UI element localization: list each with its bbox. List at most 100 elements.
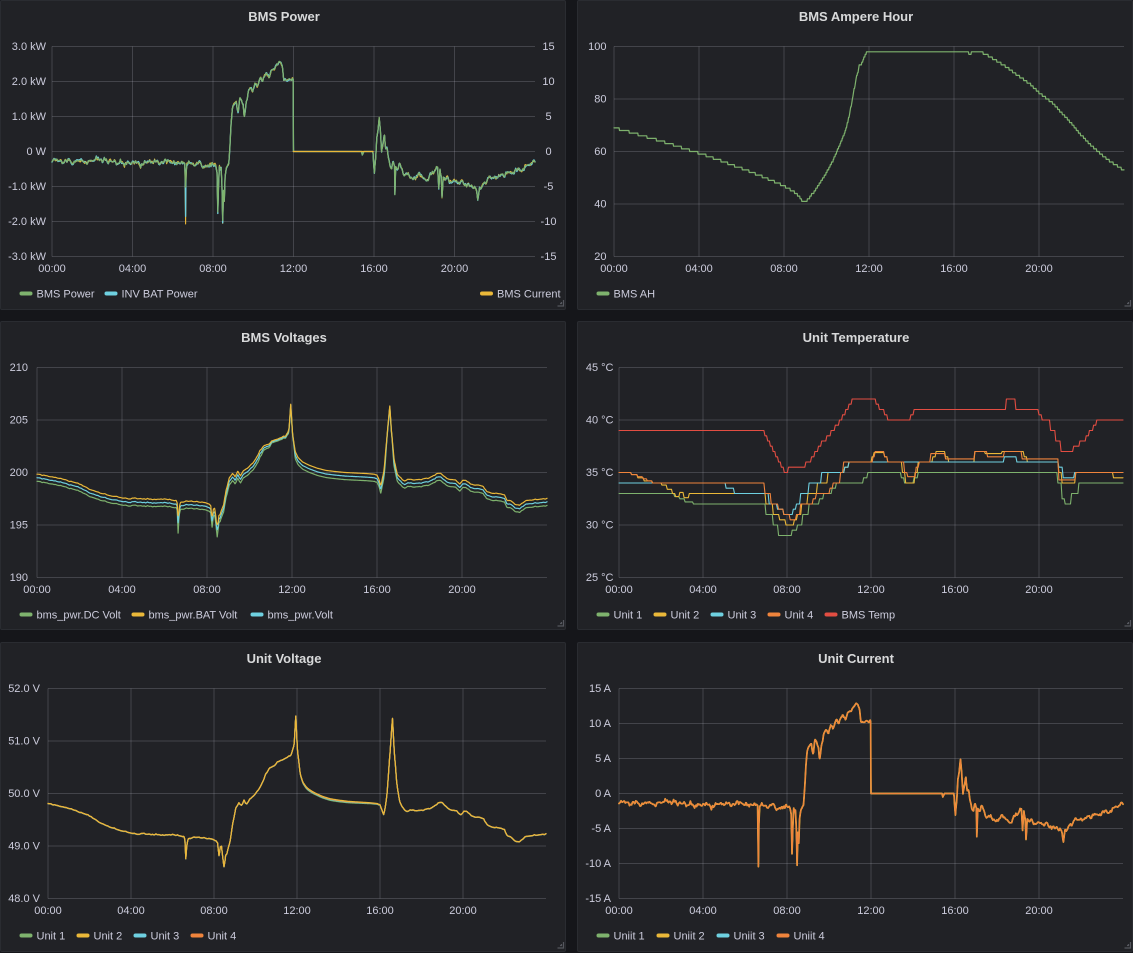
svg-text:25 °C: 25 °C xyxy=(586,572,614,584)
svg-text:bms_pwr.DC Volt: bms_pwr.DC Volt xyxy=(37,610,121,622)
svg-text:49.0 V: 49.0 V xyxy=(8,841,40,853)
svg-text:04:00: 04:00 xyxy=(689,584,717,596)
svg-text:08:00: 08:00 xyxy=(770,263,798,275)
svg-text:15 A: 15 A xyxy=(589,683,612,695)
svg-text:60: 60 xyxy=(594,146,606,158)
svg-text:20:00: 20:00 xyxy=(1025,905,1053,917)
svg-text:20:00: 20:00 xyxy=(1025,263,1053,275)
svg-text:40 °C: 40 °C xyxy=(586,415,614,427)
svg-text:12:00: 12:00 xyxy=(280,263,308,275)
svg-text:00:00: 00:00 xyxy=(38,263,66,275)
svg-text:5: 5 xyxy=(545,111,551,123)
svg-text:16:00: 16:00 xyxy=(940,263,968,275)
svg-text:Unit 1: Unit 1 xyxy=(614,610,643,622)
svg-text:Unit 2: Unit 2 xyxy=(94,931,123,943)
svg-text:10 A: 10 A xyxy=(589,718,612,730)
svg-text:80: 80 xyxy=(594,94,606,106)
svg-text:Uniit 3: Uniit 3 xyxy=(734,931,765,943)
svg-text:200: 200 xyxy=(10,467,28,479)
svg-text:BMS Voltages: BMS Voltages xyxy=(241,330,327,345)
svg-text:08:00: 08:00 xyxy=(193,584,221,596)
svg-text:-15 A: -15 A xyxy=(585,893,611,905)
svg-text:Uniit 1: Uniit 1 xyxy=(614,931,645,943)
svg-text:195: 195 xyxy=(10,520,28,532)
svg-text:2.0 kW: 2.0 kW xyxy=(12,76,47,88)
svg-text:50.0 V: 50.0 V xyxy=(8,788,40,800)
svg-text:190: 190 xyxy=(10,572,28,584)
svg-text:-10 A: -10 A xyxy=(585,858,611,870)
svg-text:20:00: 20:00 xyxy=(448,584,476,596)
svg-text:20: 20 xyxy=(594,251,606,263)
svg-text:12:00: 12:00 xyxy=(855,263,883,275)
svg-text:08:00: 08:00 xyxy=(200,905,228,917)
svg-text:52.0 V: 52.0 V xyxy=(8,683,40,695)
svg-text:Unit Current: Unit Current xyxy=(818,651,895,666)
svg-text:16:00: 16:00 xyxy=(360,263,388,275)
svg-text:Unit 3: Unit 3 xyxy=(151,931,180,943)
svg-text:00:00: 00:00 xyxy=(605,905,633,917)
svg-text:BMS Ampere Hour: BMS Ampere Hour xyxy=(799,9,913,24)
svg-text:0: 0 xyxy=(545,146,551,158)
svg-text:04:00: 04:00 xyxy=(689,905,717,917)
svg-text:40: 40 xyxy=(594,199,606,211)
svg-text:08:00: 08:00 xyxy=(773,905,801,917)
svg-text:00:00: 00:00 xyxy=(23,584,51,596)
svg-text:12:00: 12:00 xyxy=(283,905,311,917)
svg-text:bms_pwr.BAT Volt: bms_pwr.BAT Volt xyxy=(149,610,238,622)
svg-text:Unit Voltage: Unit Voltage xyxy=(247,651,322,666)
svg-text:0 A: 0 A xyxy=(595,788,612,800)
svg-text:-1.0 kW: -1.0 kW xyxy=(8,181,47,193)
svg-text:48.0 V: 48.0 V xyxy=(8,893,40,905)
svg-text:BMS Temp: BMS Temp xyxy=(842,610,896,622)
svg-text:16:00: 16:00 xyxy=(941,905,969,917)
svg-text:Unit 4: Unit 4 xyxy=(785,610,814,622)
svg-text:100: 100 xyxy=(588,41,606,53)
svg-text:04:00: 04:00 xyxy=(119,263,147,275)
svg-text:16:00: 16:00 xyxy=(363,584,391,596)
svg-text:16:00: 16:00 xyxy=(366,905,394,917)
svg-text:-15: -15 xyxy=(541,251,557,263)
svg-text:3.0 kW: 3.0 kW xyxy=(12,41,47,53)
svg-text:BMS AH: BMS AH xyxy=(614,289,656,301)
svg-text:08:00: 08:00 xyxy=(199,263,227,275)
svg-text:00:00: 00:00 xyxy=(605,584,633,596)
svg-text:BMS Current: BMS Current xyxy=(497,289,561,301)
svg-text:210: 210 xyxy=(10,362,28,374)
svg-text:10: 10 xyxy=(542,76,554,88)
svg-text:Unit 1: Unit 1 xyxy=(37,931,66,943)
svg-text:51.0 V: 51.0 V xyxy=(8,736,40,748)
svg-text:-5: -5 xyxy=(544,181,554,193)
svg-text:205: 205 xyxy=(10,415,28,427)
svg-text:04:00: 04:00 xyxy=(685,263,713,275)
svg-text:-10: -10 xyxy=(541,216,557,228)
svg-text:Uniit 2: Uniit 2 xyxy=(674,931,705,943)
svg-text:00:00: 00:00 xyxy=(34,905,62,917)
svg-text:bms_pwr.Volt: bms_pwr.Volt xyxy=(268,610,333,622)
svg-text:35 °C: 35 °C xyxy=(586,467,614,479)
svg-text:12:00: 12:00 xyxy=(857,584,885,596)
svg-text:-2.0 kW: -2.0 kW xyxy=(8,216,47,228)
svg-text:15: 15 xyxy=(542,41,554,53)
svg-text:Unit 4: Unit 4 xyxy=(208,931,237,943)
svg-text:0 W: 0 W xyxy=(26,146,46,158)
svg-text:5 A: 5 A xyxy=(595,753,612,765)
svg-text:08:00: 08:00 xyxy=(773,584,801,596)
svg-text:04:00: 04:00 xyxy=(108,584,136,596)
svg-text:04:00: 04:00 xyxy=(117,905,145,917)
svg-text:16:00: 16:00 xyxy=(941,584,969,596)
svg-text:BMS Power: BMS Power xyxy=(37,289,95,301)
svg-text:-3.0 kW: -3.0 kW xyxy=(8,251,47,263)
svg-text:00:00: 00:00 xyxy=(600,263,628,275)
svg-text:45 °C: 45 °C xyxy=(586,362,614,374)
svg-text:12:00: 12:00 xyxy=(278,584,306,596)
svg-text:BMS Power: BMS Power xyxy=(248,9,320,24)
svg-text:Unit 2: Unit 2 xyxy=(671,610,700,622)
svg-text:20:00: 20:00 xyxy=(441,263,469,275)
svg-text:-5 A: -5 A xyxy=(591,823,611,835)
svg-text:Unit Temperature: Unit Temperature xyxy=(803,330,910,345)
svg-text:Unit 3: Unit 3 xyxy=(728,610,757,622)
svg-text:INV BAT Power: INV BAT Power xyxy=(122,289,198,301)
svg-text:30 °C: 30 °C xyxy=(586,520,614,532)
svg-text:12:00: 12:00 xyxy=(857,905,885,917)
svg-text:Uniit 4: Uniit 4 xyxy=(794,931,825,943)
